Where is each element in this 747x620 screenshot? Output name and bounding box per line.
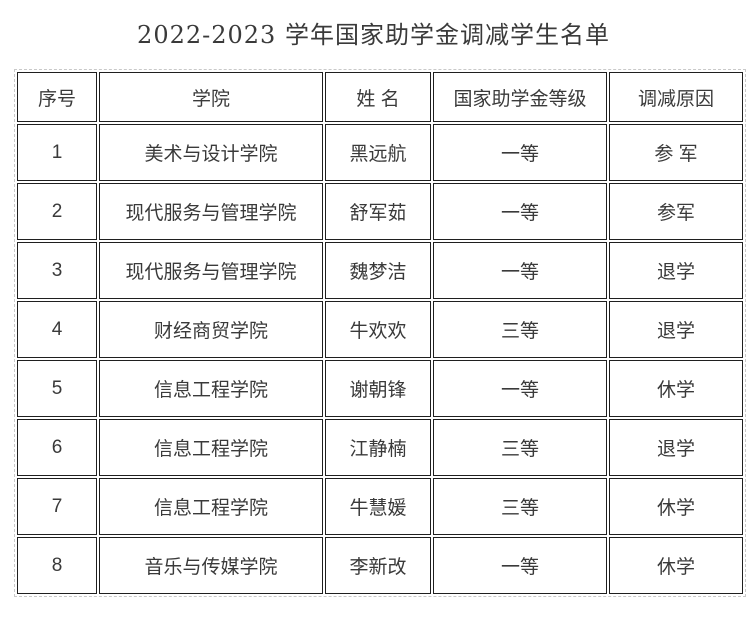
table-cell: 休学 — [609, 360, 743, 417]
header-row: 序号 学院姓 名国家助学金等级 调减原因 — [17, 72, 743, 122]
table-cell: 参 军 — [609, 124, 743, 181]
column-header: 调减原因 — [609, 72, 743, 122]
table-cell: 5 — [17, 360, 97, 417]
column-header: 序号 — [17, 72, 97, 122]
table-cell: 2 — [17, 183, 97, 240]
table-cell: 三等 — [433, 419, 607, 476]
table-cell: 4 — [17, 301, 97, 358]
table-cell: 江静楠 — [325, 419, 431, 476]
table-cell: 退学 — [609, 242, 743, 299]
table-row: 6 信息工程学院 江静楠 三等 退学 — [17, 419, 743, 476]
table-cell: 休学 — [609, 537, 743, 594]
table-cell: 一等 — [433, 124, 607, 181]
table-cell: 李新改 — [325, 537, 431, 594]
column-header: 学院 — [99, 72, 323, 122]
table-cell: 一等 — [433, 360, 607, 417]
table-cell: 退学 — [609, 419, 743, 476]
table-cell: 音乐与传媒学院 — [99, 537, 323, 594]
table-cell: 三等 — [433, 478, 607, 535]
table-cell: 3 — [17, 242, 97, 299]
table-body: 1 美术与设计学院 黑远航 一等参 军 2 现代服务与管理学院 舒军茹 一等 参军 3 现代服务与管… — [17, 124, 743, 594]
table-cell: 参军 — [609, 183, 743, 240]
table-cell: 美术与设计学院 — [99, 124, 323, 181]
table-cell: 6 — [17, 419, 97, 476]
table-row: 5 信息工程学院 谢朝锋 一等 休学 — [17, 360, 743, 417]
table-cell: 财经商贸学院 — [99, 301, 323, 358]
table-row: 4 财经商贸学院 牛欢欢 三等 退学 — [17, 301, 743, 358]
table-cell: 信息工程学院 — [99, 419, 323, 476]
table-row: 3 现代服务与管理学院 魏梦洁 一等 退学 — [17, 242, 743, 299]
table-cell: 牛欢欢 — [325, 301, 431, 358]
table-cell: 退学 — [609, 301, 743, 358]
table-cell: 黑远航 — [325, 124, 431, 181]
table-cell: 牛慧媛 — [325, 478, 431, 535]
table-cell: 谢朝锋 — [325, 360, 431, 417]
table-cell: 一等 — [433, 183, 607, 240]
table-cell: 8 — [17, 537, 97, 594]
table-cell: 7 — [17, 478, 97, 535]
table-row: 2 现代服务与管理学院 舒军茹 一等 参军 — [17, 183, 743, 240]
table-cell: 休学 — [609, 478, 743, 535]
table-cell: 现代服务与管理学院 — [99, 183, 323, 240]
table-cell: 三等 — [433, 301, 607, 358]
table-cell: 舒军茹 — [325, 183, 431, 240]
page-title: 2022-2023 学年国家助学金调减学生名单 — [137, 21, 610, 49]
table-cell: 1 — [17, 124, 97, 181]
grant-reduction-table: 序号 学院姓 名国家助学金等级 调减原因 1 美术与设计学院 黑远航 一等参 军 2 现代服务… — [14, 69, 746, 597]
table-cell: 信息工程学院 — [99, 360, 323, 417]
column-header: 国家助学金等级 — [433, 72, 607, 122]
table-cell: 信息工程学院 — [99, 478, 323, 535]
table-cell: 魏梦洁 — [325, 242, 431, 299]
table-cell: 现代服务与管理学院 — [99, 242, 323, 299]
table-row: 8 音乐与传媒学院 李新改 一等 休学 — [17, 537, 743, 594]
table-cell: 一等 — [433, 537, 607, 594]
table-row: 1 美术与设计学院 黑远航 一等参 军 — [17, 124, 743, 181]
table-cell: 一等 — [433, 242, 607, 299]
table-row: 7 信息工程学院 牛慧媛 三等 休学 — [17, 478, 743, 535]
column-header: 姓 名 — [325, 72, 431, 122]
